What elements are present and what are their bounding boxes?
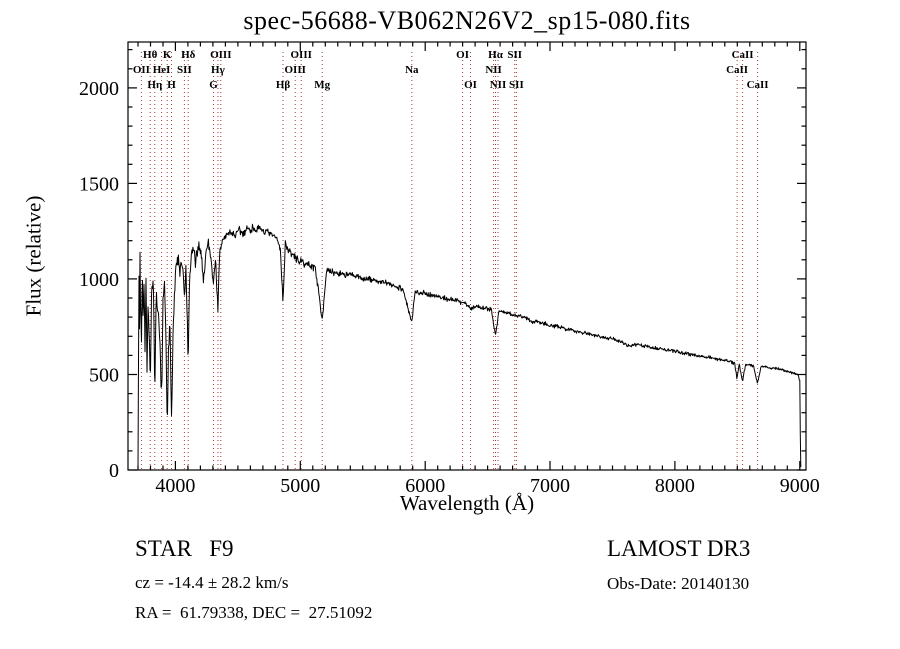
spectral-line-label: NII: [485, 64, 502, 76]
plot-frame: [127, 41, 807, 471]
x-tick-label: 9000: [780, 475, 820, 497]
cz-value: cz = -14.4 ± 28.2 km/s: [135, 573, 289, 592]
spectral-line-label: OIII: [210, 49, 231, 61]
spectral-line-label: Hα: [488, 49, 504, 61]
spectral-line-label: Hη: [147, 79, 162, 91]
spectral-line-label: CaII: [747, 79, 769, 91]
spectral-line-label: NII: [490, 79, 507, 91]
spectral-line-label: OIII: [290, 49, 311, 61]
x-tick-label: 8000: [655, 475, 695, 497]
spectral-line-label: Hβ: [276, 79, 291, 91]
y-tick-label: 2000: [79, 78, 119, 100]
spectral-line-label: H: [167, 79, 176, 91]
obs-date: Obs-Date: 20140130: [607, 574, 750, 593]
spectral-line-label: CaII: [732, 49, 754, 61]
y-tick-label: 1000: [79, 269, 119, 291]
survey-label: LAMOST DR3: [607, 536, 751, 561]
x-axis-label: Wavelength (Å): [399, 491, 535, 515]
spectral-line-label: OI: [464, 79, 477, 91]
x-tick-label: 6000: [405, 475, 445, 497]
spectral-line-label: OI: [456, 49, 469, 61]
spectral-line-label: SII: [509, 79, 524, 91]
y-tick-label: 1500: [79, 173, 119, 195]
spectral-line-label: Hγ: [211, 64, 225, 76]
x-tick-label: 4000: [155, 475, 195, 497]
spectrum-trace: [137, 223, 802, 470]
spectral-line-label: Hδ: [181, 49, 196, 61]
spectral-line-label: K: [163, 49, 172, 61]
ra-dec-coordinates: RA = 61.79338, DEC = 27.51092: [135, 603, 373, 622]
spectral-line-label: Hθ: [143, 49, 158, 61]
spectral-line-label: OIII: [284, 64, 305, 76]
y-tick-label: 500: [89, 365, 119, 387]
spectral-line-label: Mg: [314, 79, 330, 91]
spectral-line-label: SII: [507, 49, 522, 61]
spectral-line-label: OII: [133, 64, 150, 76]
spectral-line-label: G: [209, 79, 218, 91]
object-class-label: STAR F9: [135, 536, 234, 561]
y-tick-label: 0: [109, 460, 119, 482]
spectral-line-label: HeI: [153, 64, 171, 76]
spectral-line-label: Na: [405, 64, 419, 76]
plot-title: spec-56688-VB062N26V2_sp15-080.fits: [243, 6, 691, 35]
spectral-line-label: SII: [177, 64, 192, 76]
x-tick-label: 7000: [530, 475, 570, 497]
spectral-line-label: CaII: [726, 64, 748, 76]
x-tick-label: 5000: [280, 475, 320, 497]
